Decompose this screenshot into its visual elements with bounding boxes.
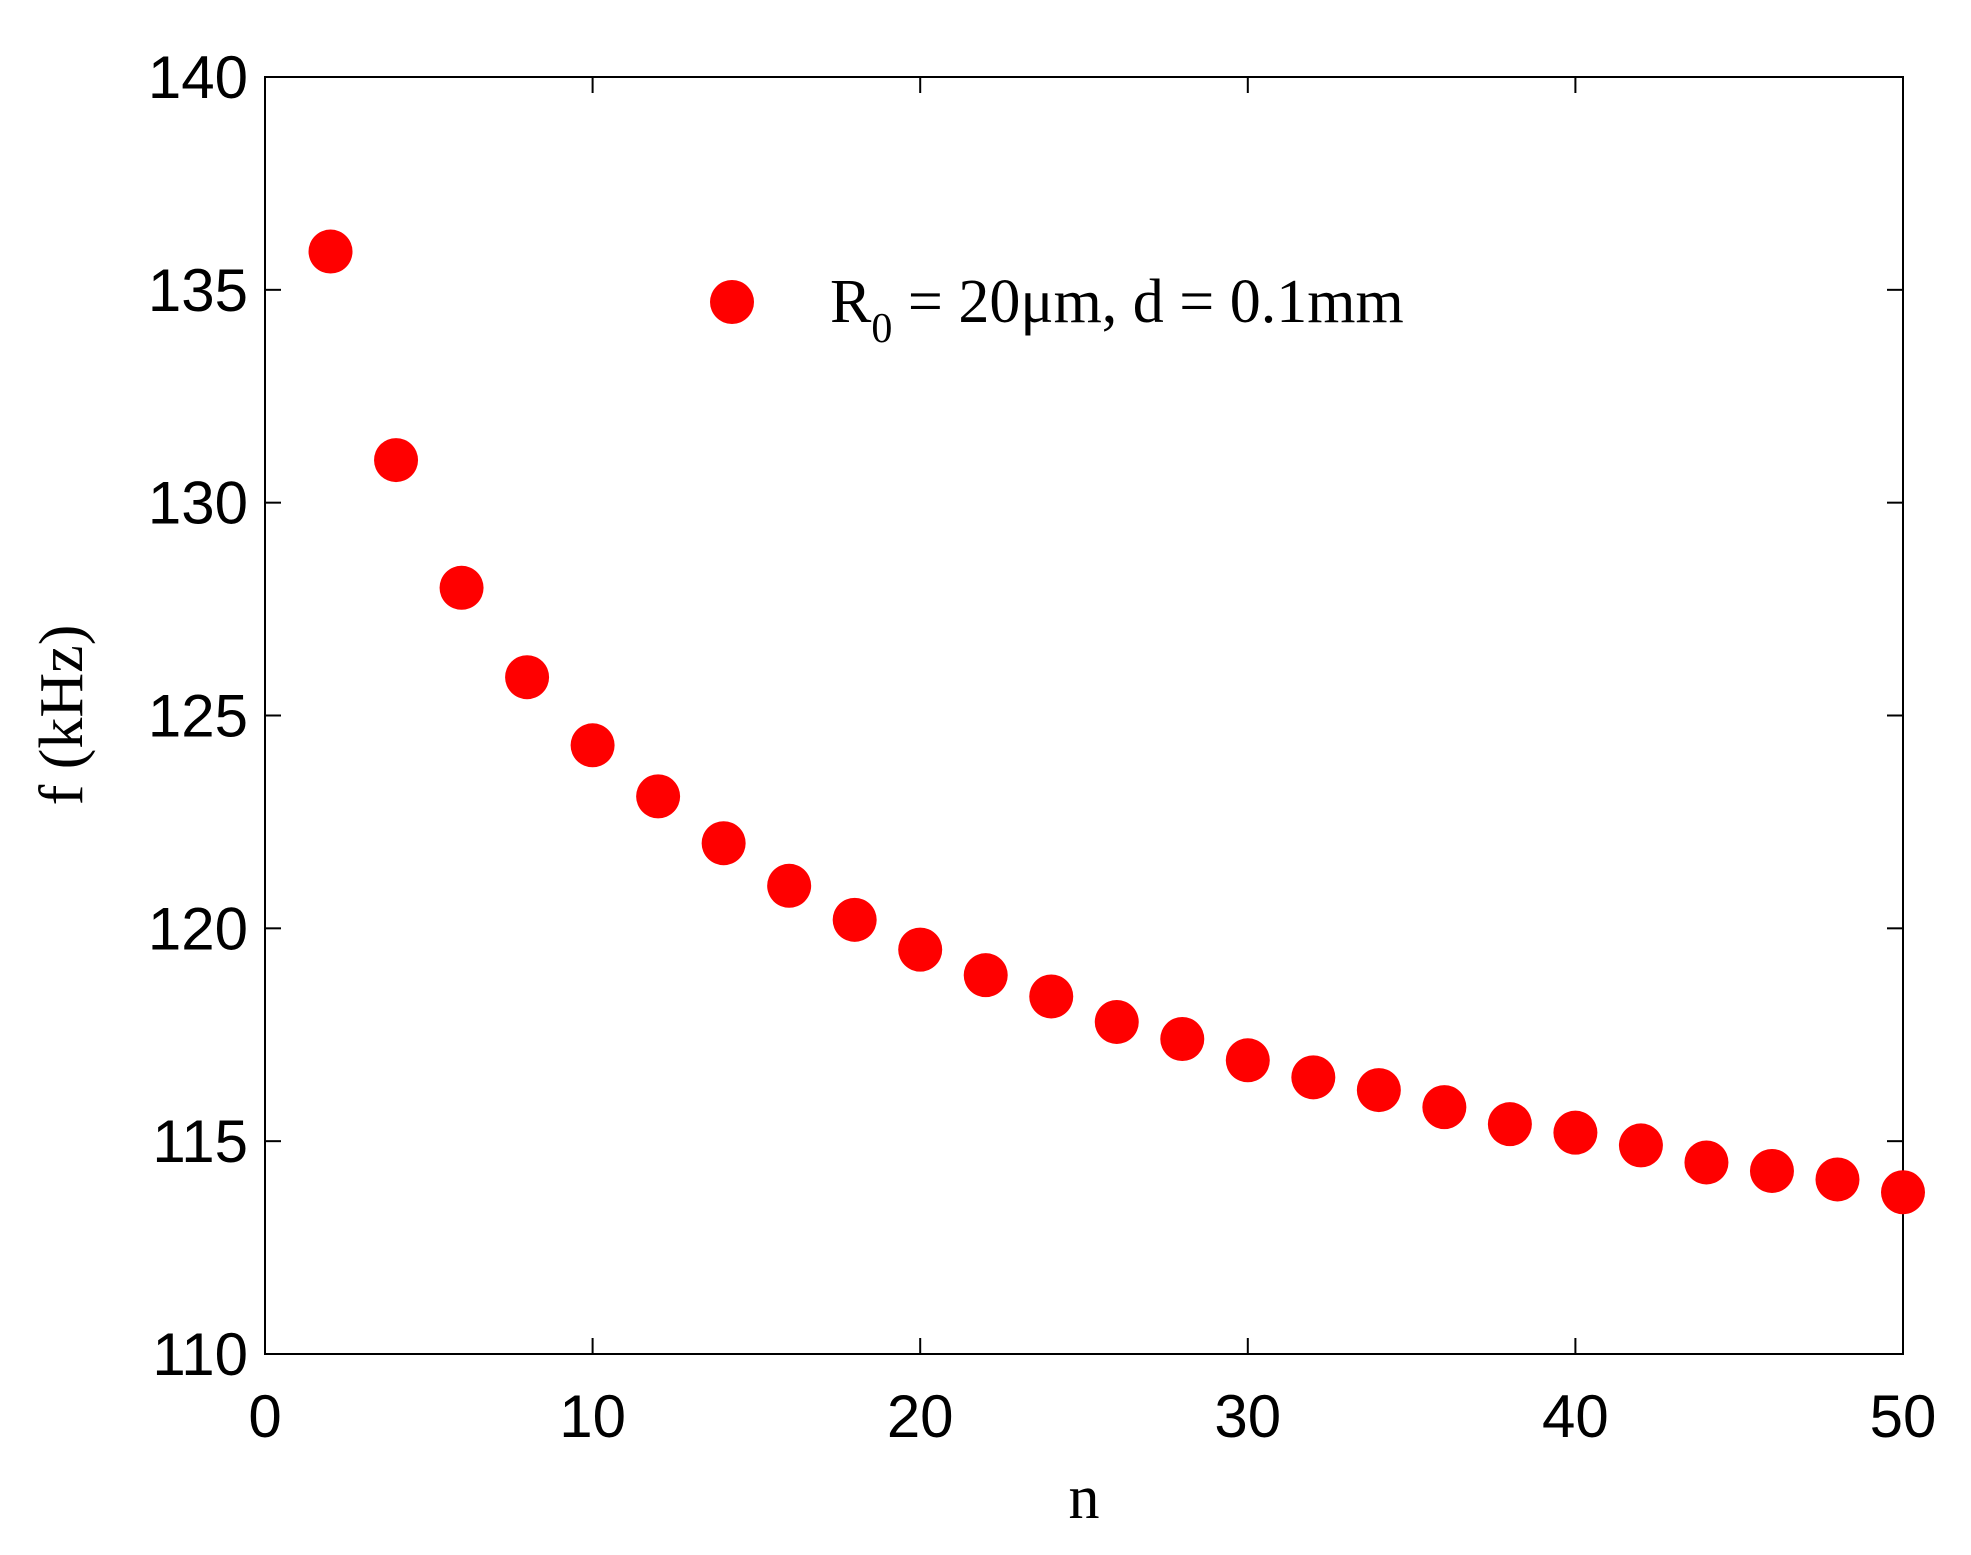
data-point xyxy=(701,821,746,866)
y-tick-label: 140 xyxy=(148,44,248,111)
legend-label: R0 = 20μm, d = 0.1mm xyxy=(830,268,1404,352)
data-point xyxy=(1815,1157,1860,1202)
data-point xyxy=(1356,1068,1401,1113)
x-tick-label: 20 xyxy=(887,1383,954,1450)
y-tick-label: 115 xyxy=(152,1108,248,1175)
data-point xyxy=(308,229,353,274)
x-tick-label: 10 xyxy=(559,1383,626,1450)
data-point xyxy=(1684,1140,1729,1185)
data-point xyxy=(570,723,615,768)
x-tick-label: 0 xyxy=(248,1383,281,1450)
y-axis-label: f (kHz) xyxy=(28,625,96,806)
data-point xyxy=(963,953,1008,998)
data-point xyxy=(374,438,419,483)
data-point xyxy=(439,565,484,610)
data-point xyxy=(898,927,943,972)
legend: R0 = 20μm, d = 0.1mm xyxy=(710,268,1404,352)
data-point xyxy=(1225,1038,1270,1083)
y-tick-label: 110 xyxy=(152,1321,248,1388)
x-tick-label: 30 xyxy=(1214,1383,1281,1450)
y-tick-label: 120 xyxy=(148,895,248,962)
x-axis-label: n xyxy=(1069,1464,1100,1532)
data-point xyxy=(1160,1017,1205,1062)
y-tick-label: 125 xyxy=(148,683,248,750)
data-point xyxy=(1618,1123,1663,1168)
data-point xyxy=(636,774,681,819)
data-points xyxy=(308,229,1925,1215)
y-tick-label: 135 xyxy=(148,257,248,324)
tick-labels: 0 10 20 30 40 50 110 115 120 125 130 135 140 xyxy=(148,44,1936,1450)
data-point xyxy=(1553,1110,1598,1155)
x-tick-label: 50 xyxy=(1870,1383,1937,1450)
data-point xyxy=(1881,1170,1925,1215)
data-point xyxy=(1487,1102,1532,1147)
data-point xyxy=(1029,974,1074,1019)
y-tick-label: 130 xyxy=(148,470,248,537)
axis-ticks xyxy=(264,76,1904,1355)
legend-marker xyxy=(710,280,754,324)
data-point xyxy=(1094,999,1139,1044)
x-tick-label: 40 xyxy=(1542,1383,1609,1450)
data-point xyxy=(1291,1055,1336,1100)
data-point xyxy=(767,863,812,908)
data-point xyxy=(505,655,550,700)
data-point xyxy=(1749,1148,1794,1193)
data-point xyxy=(1422,1085,1467,1130)
data-point xyxy=(832,897,877,942)
